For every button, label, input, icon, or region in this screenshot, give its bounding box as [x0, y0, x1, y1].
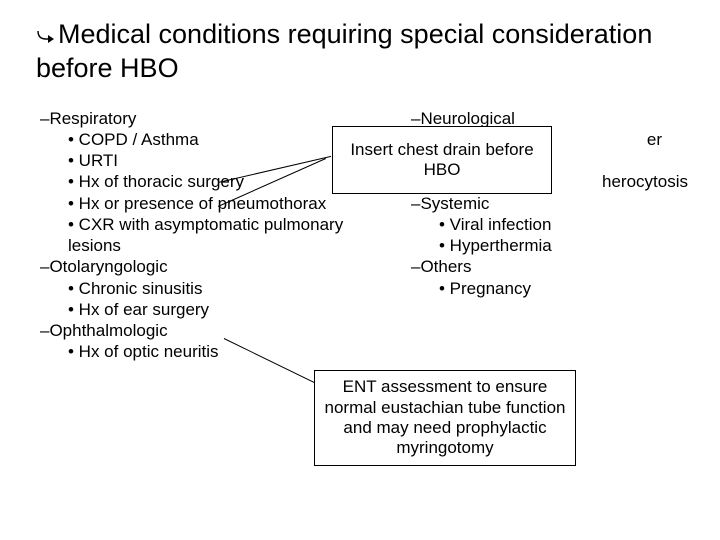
left-column: –Respiratory • COPD / Asthma • URTI • Hx…: [28, 108, 361, 363]
callout-text: ENT assessment to ensure normal eustachi…: [323, 377, 567, 459]
list-item: • Hx or presence of pneumothorax: [68, 193, 361, 214]
category-label: –Respiratory: [40, 109, 136, 128]
list-item: • Hx of thoracic surgery: [68, 171, 361, 192]
bullet-arrow-icon: [36, 18, 56, 52]
callout-text: Insert chest drain before HBO: [341, 140, 543, 181]
list-item: • Viral infection: [439, 214, 692, 235]
category-label: –Others: [411, 257, 471, 276]
slide: Medical conditions requiring special con…: [0, 0, 720, 540]
list-item: • COPD / Asthma: [68, 129, 361, 150]
category-ophthalmologic: –Ophthalmologic • Hx of optic neuritis: [40, 320, 361, 363]
category-label: –Ophthalmologic: [40, 321, 168, 340]
category-systemic: –Systemic • Viral infection • Hypertherm…: [411, 193, 692, 257]
category-respiratory: –Respiratory • COPD / Asthma • URTI • Hx…: [40, 108, 361, 257]
category-others: –Others • Pregnancy: [411, 256, 692, 299]
category-label: –Neurological: [411, 109, 515, 128]
list-item: • Hx of optic neuritis: [68, 341, 361, 362]
item-list: • COPD / Asthma • URTI • Hx of thoracic …: [68, 129, 361, 257]
item-list: • Pregnancy: [439, 278, 692, 299]
title-block: Medical conditions requiring special con…: [28, 18, 692, 86]
callout-chest-drain: Insert chest drain before HBO: [332, 126, 552, 194]
list-item: • Pregnancy: [439, 278, 692, 299]
category-otolaryngologic: –Otolaryngologic • Chronic sinusitis • H…: [40, 256, 361, 320]
callout-ent: ENT assessment to ensure normal eustachi…: [314, 370, 576, 466]
list-item: • Hyperthermia: [439, 235, 692, 256]
item-list: • Viral infection • Hyperthermia: [439, 214, 692, 257]
page-title: Medical conditions requiring special con…: [36, 18, 692, 86]
category-label: –Otolaryngologic: [40, 257, 168, 276]
list-item: • CXR with asymptomatic pulmonary lesion…: [68, 214, 361, 257]
item-list: • Chronic sinusitis • Hx of ear surgery: [68, 278, 361, 321]
list-item: • Chronic sinusitis: [68, 278, 361, 299]
item-list: • Hx of optic neuritis: [68, 341, 361, 362]
list-item: • Hx of ear surgery: [68, 299, 361, 320]
title-text: Medical conditions requiring special con…: [36, 19, 652, 83]
category-label: –Systemic: [411, 194, 489, 213]
